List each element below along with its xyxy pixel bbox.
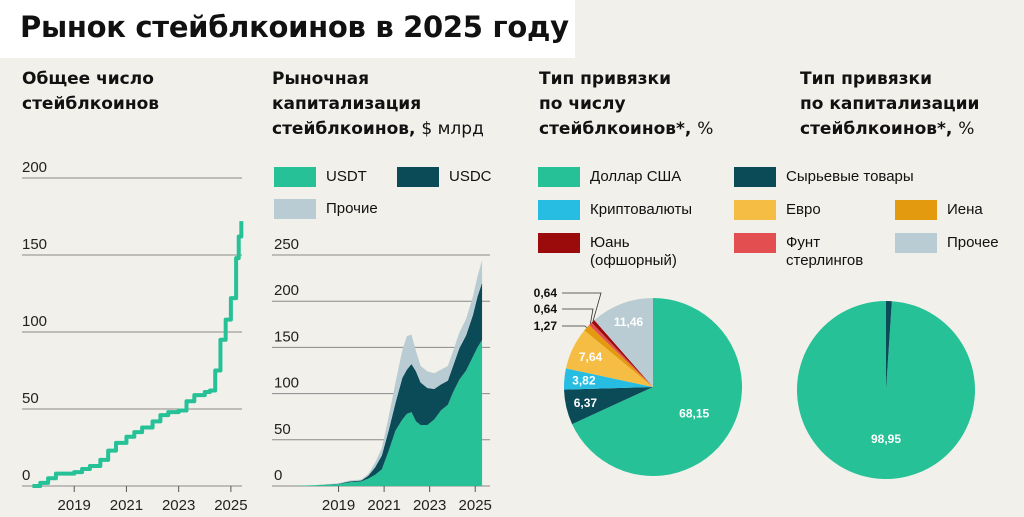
legend-peg-yen-swatch — [895, 200, 937, 220]
legend-usdc-swatch — [397, 167, 439, 187]
cap-xtick-label: 2025 — [459, 497, 492, 514]
pie-count-callout-label: 1,27 — [534, 319, 558, 333]
legend-peg-pound-swatch — [734, 233, 776, 253]
legend-peg-yen-label: Иена — [947, 201, 983, 218]
legend-usdt-label: USDT — [326, 168, 367, 185]
pie-count-callout-line — [562, 292, 602, 322]
legend-other-label: Прочие — [326, 200, 378, 217]
pie-cap-label: 98,95 — [871, 432, 901, 446]
peg-count-panel-title: Тип привязки по числу стейблкоинов*, % — [539, 67, 713, 142]
peg-cap-pie: 98,95 — [797, 301, 975, 479]
cap-chart: 0 50 100 150 200 250 2019 2021 2023 2025 — [272, 236, 492, 514]
cap-ytick-label: 150 — [274, 328, 299, 345]
count-xtick-label: 2019 — [58, 497, 91, 514]
pie-count-label: 11,46 — [614, 315, 644, 329]
cap-title-line3: стейблкоинов, — [272, 119, 416, 139]
pie-count-label: 68,15 — [679, 406, 709, 420]
legend-peg-usd-swatch — [538, 167, 580, 187]
legend-peg-pound-label: Фунт стерлингов — [786, 234, 863, 270]
count-series-line — [32, 221, 244, 488]
count-title-line1: Общее число — [22, 69, 154, 89]
count-ytick-label: 150 — [22, 236, 47, 253]
legend-peg-yuan-label: Юань (офшорный) — [590, 234, 677, 270]
legend-peg-crypto-label: Криптовалюты — [590, 201, 693, 218]
count-xtick-label: 2021 — [110, 497, 143, 514]
pie-count-slice — [565, 330, 653, 387]
page-title: Рынок стейблкоинов в 2025 году — [20, 10, 569, 44]
legend-usdc-label: USDC — [449, 168, 492, 185]
count-ytick-label: 100 — [22, 313, 47, 330]
legend-peg-commodities-label: Сырьевые товары — [786, 168, 914, 185]
peg-cap-title-line1: Тип привязки — [800, 69, 932, 89]
legend-peg-yuan-swatch — [538, 233, 580, 253]
legend-peg-euro-swatch — [734, 200, 776, 220]
legend-peg-other-label: Прочее — [947, 234, 999, 251]
legend-other-swatch — [274, 199, 316, 219]
legend-peg-yuan-line2: (офшорный) — [590, 252, 677, 269]
legend-peg-crypto-swatch — [538, 200, 580, 220]
pie-count-slice — [564, 387, 653, 425]
pie-count-label: 3,82 — [572, 374, 596, 388]
legend-peg-pound-line1: Фунт — [786, 234, 821, 251]
title-band — [0, 0, 575, 58]
peg-cap-title-unit: % — [958, 119, 975, 139]
cap-title-line1: Рыночная — [272, 69, 370, 89]
pie-count-slice — [589, 322, 653, 387]
cap-area-other — [293, 260, 483, 486]
pie-count-callout-label: 0,64 — [534, 286, 558, 300]
peg-count-title-line1: Тип привязки — [539, 69, 671, 89]
legend-peg-commodities-swatch — [734, 167, 776, 187]
pie-count-callout-line — [562, 325, 587, 328]
peg-count-title-line2: по числу — [539, 94, 626, 114]
legend-peg-yuan-line1: Юань — [590, 234, 630, 251]
pie-count-slice — [572, 298, 742, 476]
legend-peg-other-swatch — [895, 233, 937, 253]
pie-count-callout-line — [562, 308, 594, 324]
cap-xtick-label: 2021 — [367, 497, 400, 514]
cap-panel-title: Рыночная капитализация стейблкоинов, $ м… — [272, 67, 484, 142]
cap-ytick-label: 50 — [274, 421, 291, 438]
legend-peg-usd-label: Доллар США — [590, 168, 682, 185]
legend-peg-pound-line2: стерлингов — [786, 252, 864, 269]
count-ytick-label: 50 — [22, 390, 39, 407]
cap-xtick-label: 2023 — [413, 497, 446, 514]
count-ytick-label: 200 — [22, 159, 47, 176]
cap-xtick-label: 2019 — [322, 497, 355, 514]
cap-title-unit: $ млрд — [421, 119, 484, 139]
legend-usdt-swatch — [274, 167, 316, 187]
count-chart: 0 50 100 150 200 2019 2021 2023 2025 — [22, 159, 248, 514]
cap-area-usdc — [293, 282, 483, 486]
peg-cap-title-line3: стейблкоинов*, — [800, 119, 953, 139]
pie-count-label: 6,37 — [574, 396, 598, 410]
count-title-line2: стейблкоинов — [22, 94, 160, 114]
pie-cap-slice — [886, 301, 892, 390]
cap-ytick-label: 100 — [274, 375, 299, 392]
peg-count-title-unit: % — [697, 119, 714, 139]
cap-title-line2: капитализация — [272, 94, 422, 114]
cap-ytick-label: 0 — [274, 467, 282, 484]
count-xtick-label: 2023 — [162, 497, 195, 514]
pie-count-label: 7,64 — [579, 350, 603, 364]
cap-area-usdt — [293, 340, 483, 486]
count-xtick-label: 2025 — [214, 497, 247, 514]
count-ytick-label: 0 — [22, 467, 30, 484]
cap-ytick-label: 250 — [274, 236, 299, 253]
pie-count-slice — [591, 320, 653, 387]
pie-count-slice — [564, 368, 653, 390]
peg-count-title-line3: стейблкоинов*, — [539, 119, 692, 139]
count-panel-title: Общее число стейблкоинов — [22, 67, 159, 117]
legend-peg-euro-label: Евро — [786, 201, 821, 218]
pie-count-callout-label: 0,64 — [534, 302, 558, 316]
peg-cap-title-line2: по капитализации — [800, 94, 980, 114]
peg-count-pie: 68,15 6,37 3,82 7,64 11,46 1,27 0,64 0,64 — [534, 286, 742, 476]
peg-cap-panel-title: Тип привязки по капитализации стейблкоин… — [800, 67, 979, 142]
pie-count-slice — [594, 298, 653, 387]
pie-count-slice — [584, 325, 653, 387]
cap-ytick-label: 200 — [274, 282, 299, 299]
